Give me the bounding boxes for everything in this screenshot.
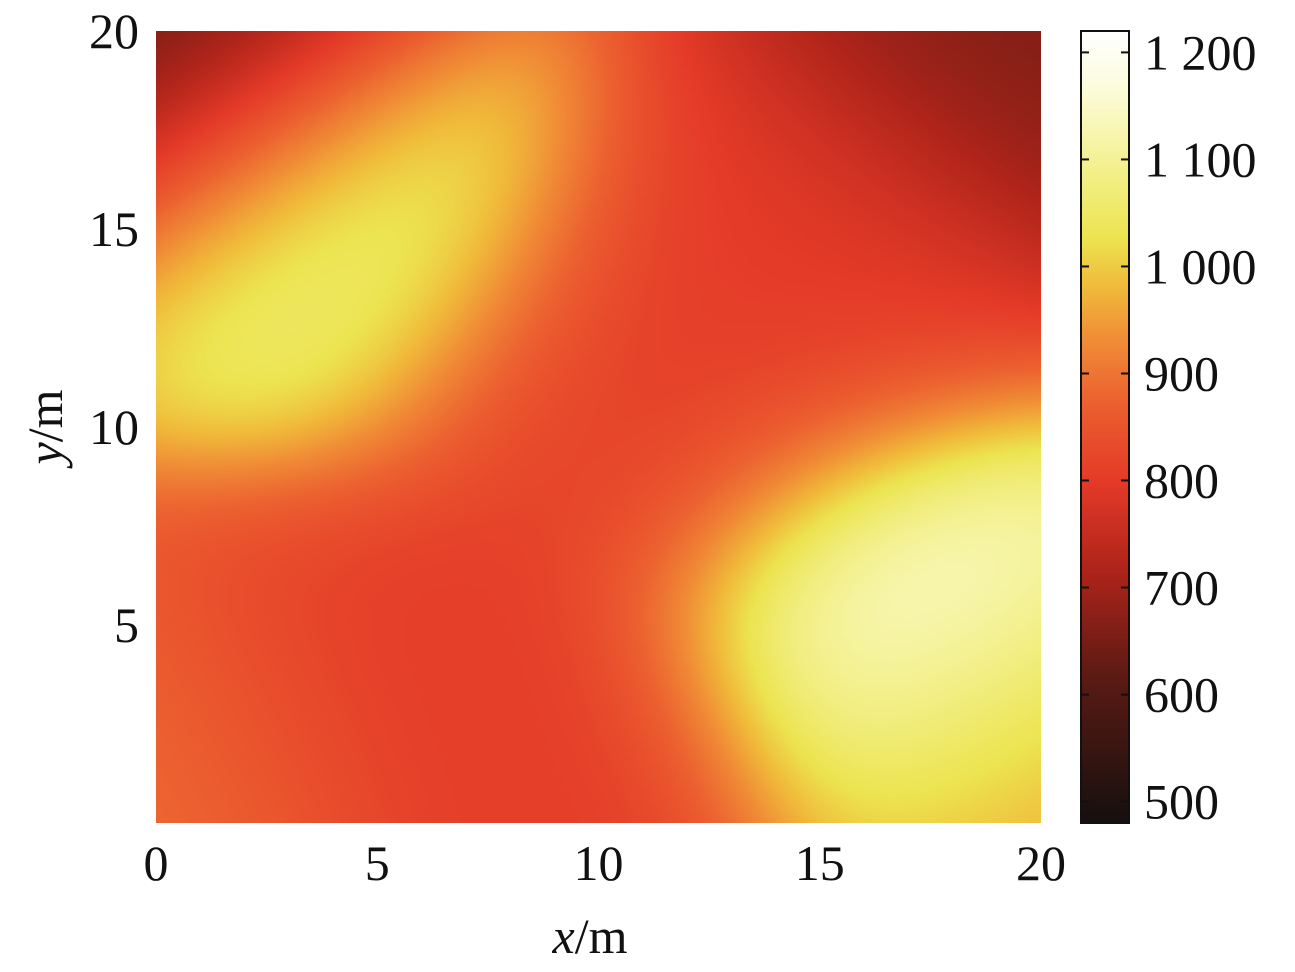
colorbar: 500 600 700 800 900 1 000 1 100 1 200: [1080, 24, 1257, 830]
colorbar-frame: [1080, 30, 1130, 824]
x-axis: 0 5 10 15 20: [144, 835, 1067, 891]
y-tick-label: 20: [89, 3, 139, 59]
x-tick-label: 10: [574, 835, 624, 891]
colorbar-tick-label: 900: [1144, 345, 1219, 401]
colorbar-tick-label: 700: [1144, 560, 1219, 616]
x-tick-label: 5: [365, 835, 390, 891]
colorbar-tick-label: 1 000: [1144, 238, 1257, 294]
y-axis: 5 10 15 20: [89, 3, 139, 653]
x-tick-label: 20: [1016, 835, 1066, 891]
colorbar-tick-label: 500: [1144, 774, 1219, 830]
colorbar-tick-label: 600: [1144, 667, 1219, 723]
y-axis-label: y/m: [17, 389, 73, 469]
colorbar-tick-label: 1 100: [1144, 131, 1257, 187]
heatmap-surface: [156, 31, 1041, 823]
x-tick-label: 0: [144, 835, 169, 891]
x-axis-label: x/m: [552, 908, 628, 964]
colorbar-ticks: 500 600 700 800 900 1 000 1 100 1 200: [1081, 24, 1257, 830]
y-tick-label: 5: [114, 597, 139, 653]
y-tick-label: 15: [89, 201, 139, 257]
plot-area: [156, 31, 1041, 823]
colorbar-gradient: [1081, 31, 1129, 823]
colorbar-tick-label: 800: [1144, 453, 1219, 509]
x-tick-label: 15: [795, 835, 845, 891]
y-tick-label: 10: [89, 399, 139, 455]
colorbar-tick-label: 1 200: [1144, 24, 1257, 80]
